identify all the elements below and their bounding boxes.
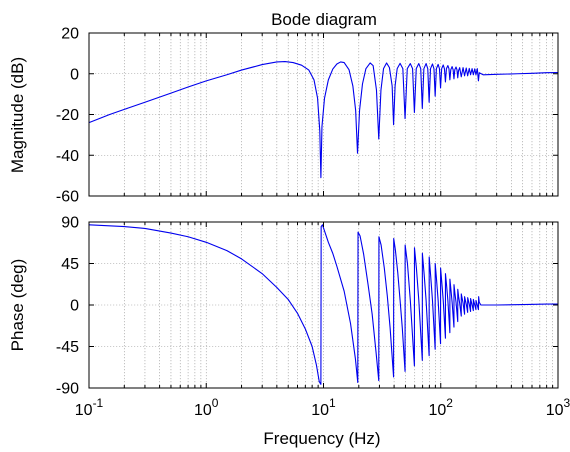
magnitude-y-tick-label: -20 [56, 107, 79, 124]
magnitude-y-axis-label: Magnitude (dB) [8, 57, 27, 173]
phase-panel: 90 45 0 -45 -90 10-1 100 101 102 103 Phase (deg)… [8, 215, 570, 449]
magnitude-panel: 20 0 -20 -40 -60 Magnitude (dB) [8, 26, 559, 206]
phase-y-tick-labels: 90 45 0 -45 -90 [56, 215, 79, 398]
frequency-x-tick-label: 103 [546, 396, 570, 419]
phase-series-group [88, 224, 558, 385]
frequency-x-tick-label: 10-1 [75, 396, 104, 419]
magnitude-ticks [88, 32, 559, 197]
frequency-x-axis-label: Frequency (Hz) [263, 429, 380, 448]
phase-y-tick-label: 0 [70, 298, 79, 315]
phase-y-tick-label: 45 [61, 256, 79, 273]
phase-ticks [88, 221, 559, 389]
phase-series-line [88, 224, 558, 385]
magnitude-y-tick-label: -40 [56, 148, 79, 165]
frequency-x-tick-label: 102 [429, 396, 454, 419]
frequency-x-tick-label: 100 [194, 396, 219, 419]
chart-title: Bode diagram [271, 10, 377, 29]
magnitude-y-tick-labels: 20 0 -20 -40 -60 [56, 26, 79, 206]
magnitude-y-tick-label: -60 [56, 189, 79, 206]
magnitude-y-tick-label: 0 [70, 66, 79, 83]
magnitude-series-group [88, 60, 559, 179]
phase-y-tick-label: 90 [61, 215, 79, 232]
frequency-x-tick-label: 101 [311, 396, 336, 419]
phase-y-tick-label: -45 [56, 339, 79, 356]
frequency-x-tick-labels: 10-1 100 101 102 103 [75, 396, 570, 419]
phase-y-tick-label: -90 [56, 381, 79, 398]
phase-y-axis-label: Phase (deg) [8, 259, 27, 352]
magnitude-y-tick-label: 20 [61, 26, 79, 43]
magnitude-series-line [88, 60, 559, 179]
